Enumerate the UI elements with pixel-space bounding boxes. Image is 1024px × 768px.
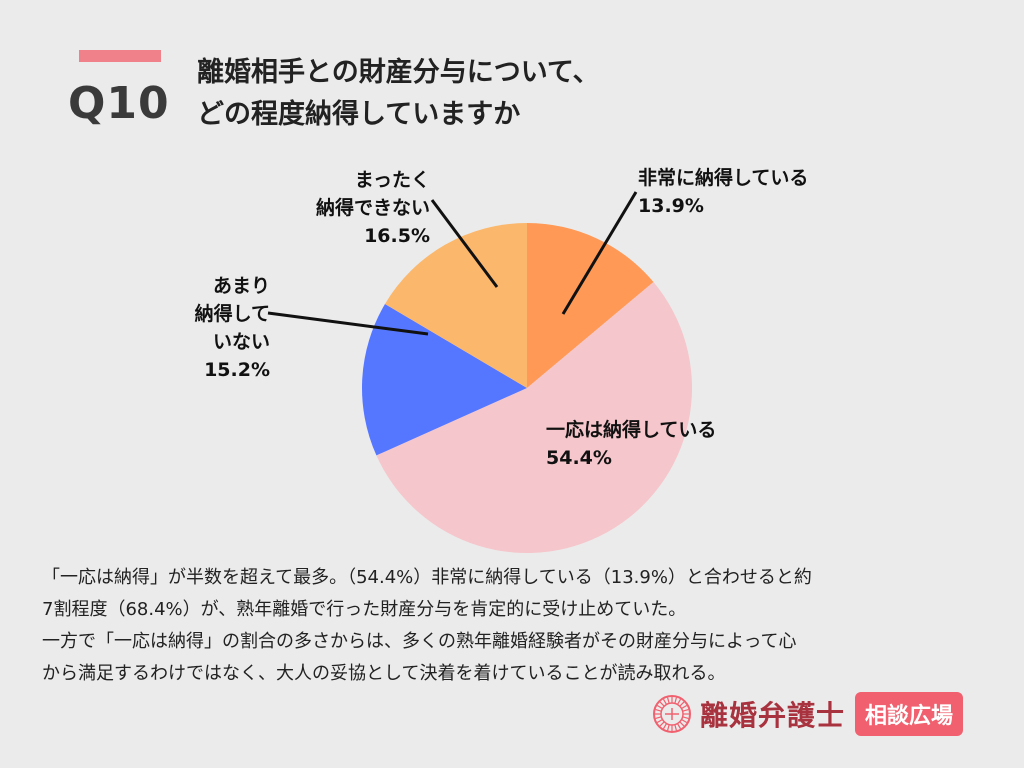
pie-slice-3 bbox=[384, 223, 527, 388]
summary-line: 一方で「一応は納得」の割合の多さからは、多くの熟年離婚経験者がその財産分与によっ… bbox=[42, 631, 797, 652]
seal-ray bbox=[667, 697, 670, 704]
seal-icon bbox=[653, 695, 691, 733]
seal-ray bbox=[655, 709, 662, 712]
seal-ray bbox=[667, 724, 670, 731]
seal-ray bbox=[662, 723, 668, 730]
seal-ray bbox=[656, 704, 663, 710]
seal-ray bbox=[656, 718, 663, 724]
summary-line: 7割程度（68.4%）が、熟年離婚で行った財産分与を肯定的に受け止めていた。 bbox=[42, 599, 687, 620]
question-number: Q10 bbox=[68, 78, 170, 129]
leader-line-very-satisfied bbox=[561, 191, 638, 315]
seal-ray bbox=[659, 721, 665, 727]
slice-label-text: 一応は納得している bbox=[546, 419, 717, 441]
seal-ray bbox=[679, 721, 685, 727]
logo-name: 離婚弁護士 bbox=[700, 699, 846, 732]
pie-slice-0 bbox=[527, 223, 654, 388]
accent-bar bbox=[79, 50, 161, 62]
seal-ray bbox=[662, 698, 668, 705]
slice-label-text: 納得できない bbox=[315, 197, 430, 219]
slice-label-text: あまり bbox=[212, 275, 270, 297]
slice-label-text: まったく bbox=[354, 169, 430, 191]
seal-ray bbox=[682, 716, 689, 719]
pie-slice-1 bbox=[376, 282, 692, 553]
slice-value-label: 13.9% bbox=[638, 195, 704, 217]
seal-ray bbox=[676, 723, 682, 730]
summary-text: 「一応は納得」が半数を超えて最多。（54.4%）非常に納得している（13.9%）… bbox=[42, 562, 1002, 690]
slice-label-text: 納得して bbox=[194, 303, 270, 325]
slice-label-text: いない bbox=[212, 331, 270, 353]
seal-ray bbox=[655, 716, 662, 719]
logo-badge: 相談広場 bbox=[855, 692, 964, 736]
title-line-1: 離婚相手との財産分与について、 bbox=[197, 57, 600, 88]
slice-label-very-satisfied: 非常に納得している 13.9% bbox=[638, 164, 808, 220]
brand-logo: 離婚弁護士 相談広場 bbox=[652, 692, 964, 736]
slice-label-not-at-all: まったく 納得できない 16.5% bbox=[280, 166, 430, 250]
summary-line: 「一応は納得」が半数を超えて最多。（54.4%）非常に納得している（13.9%）… bbox=[42, 567, 812, 588]
slice-label-text: 非常に納得している bbox=[638, 167, 809, 189]
title-line-2: どの程度納得していますか bbox=[197, 99, 521, 130]
seal-ray bbox=[674, 724, 677, 731]
seal-ray bbox=[681, 718, 688, 724]
slice-value-label: 54.4% bbox=[546, 447, 612, 469]
pie-slice-2 bbox=[361, 304, 527, 456]
seal-ray bbox=[676, 698, 682, 705]
seal-ray bbox=[659, 701, 665, 707]
seal-ray bbox=[681, 704, 688, 710]
leader-line-not-at-all bbox=[430, 199, 499, 288]
seal-ray bbox=[674, 697, 677, 704]
leader-line-not-very bbox=[267, 311, 429, 336]
slice-value-label: 16.5% bbox=[364, 225, 430, 247]
page-title: 離婚相手との財産分与について、 どの程度納得していますか bbox=[197, 52, 600, 136]
slice-value-label: 15.2% bbox=[204, 359, 270, 381]
slice-label-somewhat-satisfied: 一応は納得している 54.4% bbox=[546, 416, 716, 472]
seal-ray bbox=[679, 701, 685, 707]
seal-ray bbox=[682, 709, 689, 712]
summary-line: から満足するわけではなく、大人の妥協として決着を着けていることが読み取れる。 bbox=[42, 663, 726, 684]
slice-label-not-very: あまり 納得して いない 15.2% bbox=[170, 272, 270, 384]
